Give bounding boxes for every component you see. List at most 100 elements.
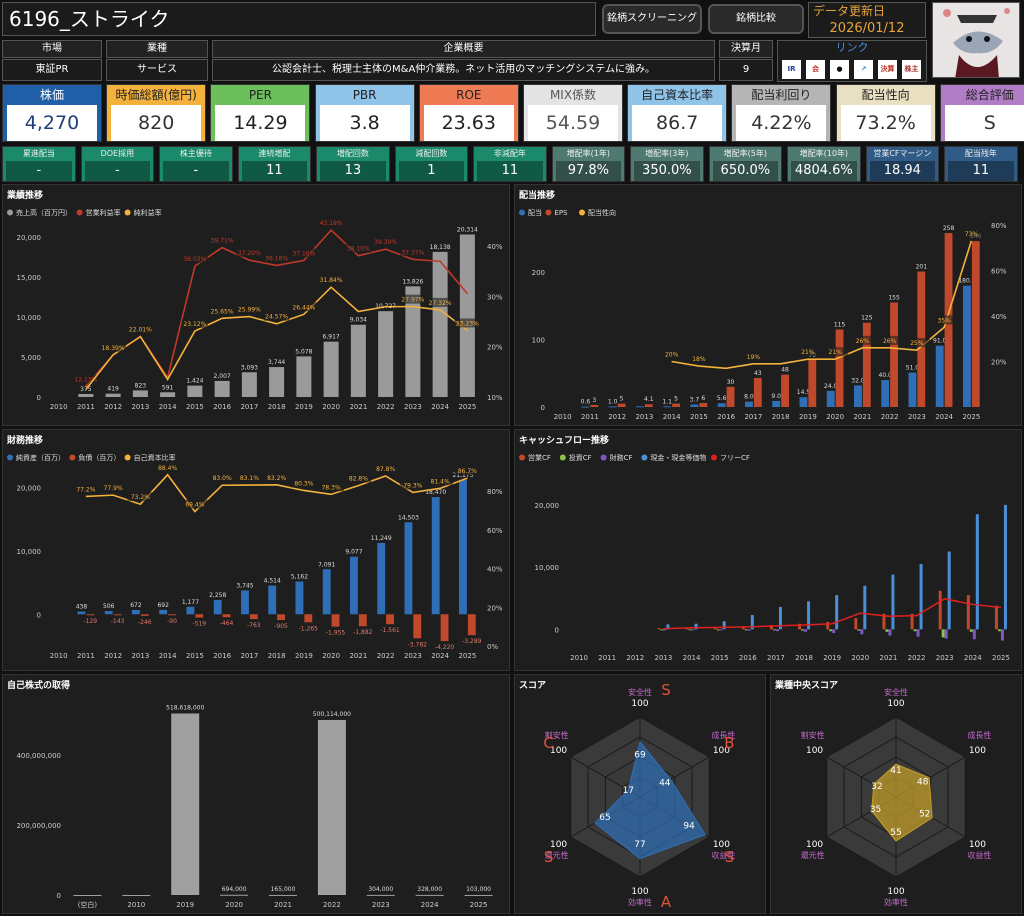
bar xyxy=(854,385,862,407)
bar xyxy=(386,614,394,625)
x-tick-label: 2019 xyxy=(799,413,817,421)
data-label: 39.39% xyxy=(374,239,397,246)
bar xyxy=(691,629,695,631)
data-label: 2,258 xyxy=(209,592,226,599)
bar xyxy=(741,626,745,630)
stat-1: DOE採用 - xyxy=(80,146,155,182)
x-tick-label: 2020 xyxy=(851,654,869,662)
page-title: 6196_ストライク xyxy=(2,2,596,36)
data-label: 27.97% xyxy=(401,297,424,304)
x-tick-label: 2011 xyxy=(77,403,95,411)
link-icon-0[interactable]: IR xyxy=(782,60,801,79)
bar xyxy=(862,322,871,407)
kpi-6: 自己資本比率 86.7 xyxy=(627,84,728,142)
data-label: 18.39% xyxy=(102,345,125,352)
x-tick-label: 2010 xyxy=(50,652,68,660)
avatar xyxy=(932,2,1020,78)
data-label: -246 xyxy=(138,619,152,626)
stat-2: 株主優待 - xyxy=(159,146,233,182)
label-bg xyxy=(290,302,317,312)
legend-label: 売上高（百万円） xyxy=(16,208,72,217)
data-label: 30 xyxy=(727,379,735,386)
bar xyxy=(829,629,833,632)
link-icon-5[interactable]: 株主優待 xyxy=(902,60,921,79)
y2-tick-label: 20% xyxy=(487,604,503,612)
kpi-label: 配当利回り xyxy=(751,88,812,102)
data-label: -90 xyxy=(167,618,177,625)
bar xyxy=(744,629,748,631)
bar xyxy=(377,542,386,615)
y2-tick-label: 30% xyxy=(487,293,503,301)
bar xyxy=(963,285,971,407)
score-panel: スコア 69 44 94 77 65 17 100 安全性 S 100 成長性 B 100 収益性 S 100… xyxy=(514,674,766,914)
link-icon-4[interactable]: 決算 xyxy=(878,60,897,79)
y-tick-label: 100 xyxy=(532,337,545,345)
data-label: 5 xyxy=(674,396,678,403)
series-line xyxy=(663,598,1002,630)
bar xyxy=(972,629,976,640)
x-tick-label: 2018 xyxy=(268,652,286,660)
link-icon-3[interactable]: ↗ xyxy=(854,60,873,79)
data-label: 26.44% xyxy=(292,304,315,311)
kpi-8: 配当性向 73.2% xyxy=(835,84,936,142)
bar xyxy=(132,390,148,397)
radar-max-label: 100 xyxy=(713,840,730,850)
label-bg xyxy=(209,306,236,316)
compare-button[interactable]: 銘柄比較 xyxy=(708,4,804,34)
link-icon-1[interactable]: 会 xyxy=(806,60,825,79)
data-label: 115 xyxy=(834,321,846,328)
kpi-0: 株価 4,270 xyxy=(2,84,102,142)
label-bg xyxy=(876,335,903,345)
bar xyxy=(881,380,890,407)
x-tick-label: 2012 xyxy=(608,413,626,421)
bar xyxy=(86,614,95,616)
stat-value: - xyxy=(163,161,229,181)
legend-label: 純資産（百万） xyxy=(16,453,65,462)
data-label: 27.32% xyxy=(429,300,452,307)
x-tick-label: 2015 xyxy=(711,654,729,662)
label-bg xyxy=(372,463,399,473)
radar-max-label: 100 xyxy=(887,887,904,897)
label-bg xyxy=(454,466,481,476)
link-icon-2[interactable]: ● xyxy=(830,60,849,79)
screening-button[interactable]: 銘柄スクリーニング xyxy=(602,4,702,34)
bar xyxy=(699,402,708,407)
label-bg xyxy=(454,318,481,328)
bar xyxy=(891,574,895,630)
data-label: 258 xyxy=(943,225,955,232)
label-bg xyxy=(290,478,317,488)
data-label: 26% xyxy=(883,338,897,345)
x-tick-label: 2025 xyxy=(962,413,980,421)
data-label: 1.0 xyxy=(608,398,618,405)
data-label: 32.0 xyxy=(851,377,865,384)
bar xyxy=(459,234,475,397)
bar xyxy=(966,595,970,630)
data-label: 19% xyxy=(747,354,761,361)
label-bg xyxy=(345,473,372,483)
x-tick-label: 2024 xyxy=(935,413,953,421)
bar xyxy=(73,895,102,896)
bar xyxy=(140,614,149,616)
bar xyxy=(826,621,830,630)
bar xyxy=(663,629,667,631)
radar-grade: S xyxy=(544,848,554,866)
data-label: -1,882 xyxy=(353,629,373,636)
x-tick-label: 2021 xyxy=(853,413,871,421)
legend-marker xyxy=(69,454,76,461)
data-label: 5,078 xyxy=(295,348,312,355)
radar-grade: A xyxy=(661,893,672,911)
bar xyxy=(168,614,176,616)
stat-0: 累進配当 - xyxy=(2,146,76,182)
bar xyxy=(772,629,776,631)
label-bg xyxy=(399,247,426,257)
data-label: 73.2% xyxy=(131,494,150,501)
link-box: リンク IR 会 ● ↗ 決算株主優待 xyxy=(777,40,927,82)
bar xyxy=(249,614,258,620)
x-tick-label: 2020 xyxy=(826,413,844,421)
x-tick-label: 2024 xyxy=(431,652,449,660)
bar xyxy=(808,359,817,407)
data-label: 37.37% xyxy=(401,249,424,256)
bar xyxy=(944,629,948,639)
industry-score-title: 業種中央スコア xyxy=(775,681,839,691)
